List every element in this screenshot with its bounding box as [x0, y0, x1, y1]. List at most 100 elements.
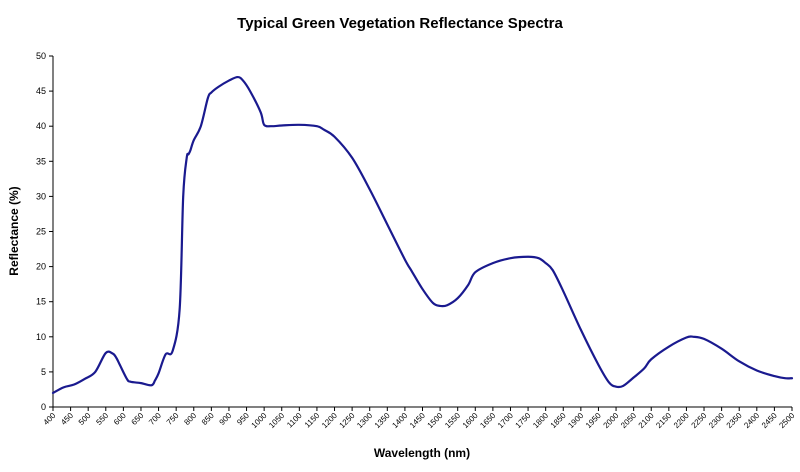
data-point: [351, 156, 353, 159]
x-tick-label: 2250: [689, 411, 708, 430]
data-point: [52, 392, 54, 394]
y-tick-label: 35: [36, 156, 46, 166]
data-point: [207, 97, 209, 99]
data-point: [263, 123, 265, 126]
data-point: [597, 364, 600, 366]
data-point: [404, 258, 406, 261]
x-tick-label: 1800: [531, 411, 550, 430]
y-tick-label: 20: [36, 262, 46, 272]
data-point: [185, 156, 188, 159]
data-point: [608, 381, 610, 384]
data-point: [94, 371, 97, 373]
x-tick-label: 650: [130, 411, 146, 427]
x-tick-label: 400: [42, 411, 58, 427]
data-point: [157, 372, 160, 375]
data-point: [73, 383, 75, 386]
x-tick-label: 1650: [478, 411, 497, 430]
data-point: [527, 255, 529, 258]
x-tick-label: 2400: [742, 411, 761, 430]
y-axis-title: Reflectance (%): [7, 186, 21, 275]
data-point: [259, 111, 262, 113]
data-point: [323, 128, 325, 131]
data-point: [738, 360, 741, 363]
data-point: [562, 290, 565, 292]
x-tick-label: 2300: [707, 411, 726, 430]
data-point: [509, 257, 512, 259]
data-point: [784, 377, 786, 380]
data-point: [192, 139, 195, 142]
data-point: [756, 369, 758, 372]
data-point: [83, 378, 86, 380]
x-tick-label: 500: [77, 411, 93, 427]
data-point: [720, 347, 723, 350]
data-point: [150, 384, 153, 387]
x-tick-label: 2000: [602, 411, 621, 430]
series-layer: [51, 75, 794, 395]
x-tick-label: 2100: [637, 411, 656, 430]
x-tick-label: 1450: [408, 411, 427, 430]
x-tick-label: 1400: [390, 411, 409, 430]
data-point: [615, 385, 617, 388]
series-line: [51, 75, 794, 395]
data-point: [551, 269, 554, 271]
data-point: [622, 385, 624, 387]
data-point: [164, 353, 167, 356]
y-tick-label: 0: [41, 402, 46, 412]
y-tick-label: 25: [36, 227, 46, 237]
data-point: [316, 125, 318, 127]
data-point: [421, 288, 424, 290]
data-point: [411, 270, 413, 273]
x-tick-label: 1350: [373, 411, 392, 430]
x-tick-label: 1050: [267, 411, 286, 430]
data-point: [242, 79, 244, 82]
x-tick-label: 1550: [443, 411, 462, 430]
data-point: [115, 357, 118, 359]
data-point: [544, 262, 547, 264]
data-point: [446, 304, 448, 307]
x-tick-label: 1000: [250, 411, 269, 430]
x-tick-label: 550: [94, 411, 110, 427]
data-point: [368, 188, 371, 191]
y-tick-label: 5: [41, 367, 46, 377]
data-point: [112, 352, 114, 355]
data-point: [189, 149, 192, 152]
y-tick-label: 50: [36, 51, 46, 61]
x-tick-label: 2500: [777, 411, 796, 430]
x-tick-label: 1750: [514, 411, 533, 430]
data-point: [474, 271, 477, 274]
x-tick-label: 1950: [584, 411, 603, 430]
x-tick-label: 1150: [303, 411, 322, 430]
data-point: [187, 153, 190, 156]
data-point: [236, 76, 239, 78]
data-point: [129, 380, 132, 383]
data-point: [668, 345, 670, 348]
data-point: [685, 336, 688, 339]
y-tick-label: 10: [36, 332, 46, 342]
x-tick-label: 750: [165, 411, 181, 427]
data-point: [171, 350, 174, 352]
data-point: [692, 336, 695, 338]
data-point: [228, 79, 230, 82]
data-point: [439, 305, 441, 307]
x-tick-label: 450: [59, 411, 75, 427]
tick-labels: 0 5 10 15 20 25 30 35 40 45 50 400 450 500 550 600 650 70…: [36, 51, 797, 430]
data-point: [580, 328, 582, 331]
data-point: [432, 302, 434, 304]
data-point: [632, 376, 635, 379]
y-tick-label: 40: [36, 121, 46, 131]
data-point: [456, 297, 459, 299]
x-tick-label: 2450: [760, 411, 779, 430]
y-tick-label: 15: [36, 297, 46, 307]
data-point: [773, 375, 776, 377]
data-point: [210, 91, 213, 94]
chart-title: Typical Green Vegetation Reflectance Spe…: [237, 15, 563, 32]
x-tick-label: 1250: [338, 411, 357, 430]
data-point: [270, 125, 272, 127]
data-point: [386, 223, 389, 226]
x-tick-label: 850: [200, 411, 216, 427]
data-point: [249, 90, 251, 92]
data-point: [200, 125, 202, 127]
data-point: [126, 378, 128, 380]
